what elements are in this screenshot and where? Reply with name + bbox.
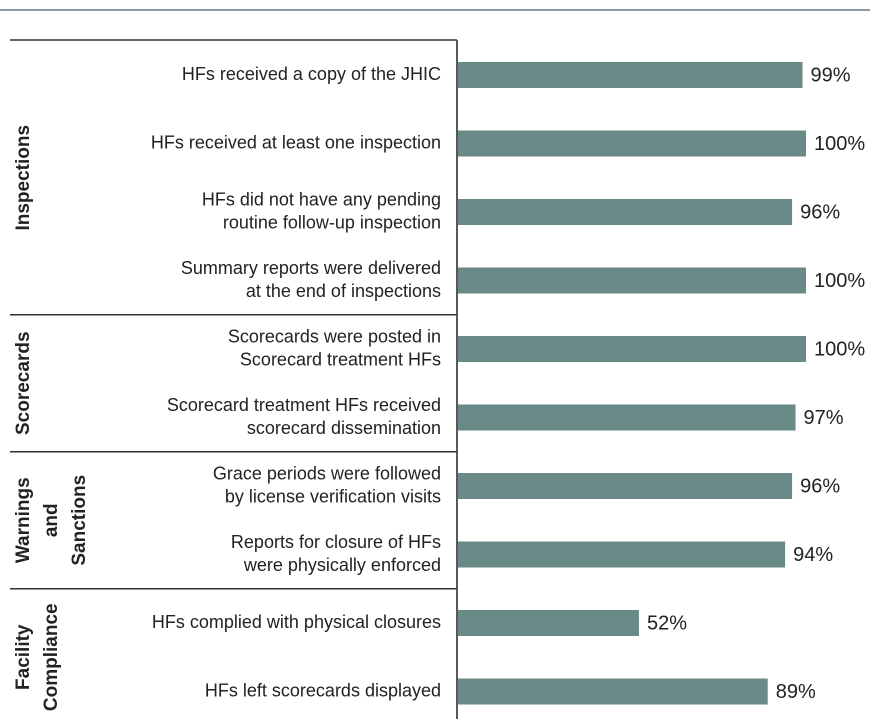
value-label: 100% (814, 133, 865, 155)
value-label: 100% (814, 338, 865, 360)
value-label: 94% (793, 544, 833, 566)
category-label: HFs received a copy of the JHIC (182, 64, 441, 84)
group-label: Warnings (13, 477, 34, 563)
bar (458, 473, 793, 499)
group-label: Sanctions (69, 475, 90, 566)
category-label: HFs did not have any pending (202, 189, 441, 209)
category-label: Summary reports were delivered (181, 258, 441, 278)
bar (458, 62, 803, 88)
bar (458, 678, 768, 705)
group-label: Facility (13, 624, 34, 690)
category-label: at the end of inspections (246, 281, 441, 301)
category-label: HFs left scorecards displayed (205, 680, 441, 700)
value-label: 99% (811, 64, 851, 86)
bar (458, 130, 806, 157)
category-label: routine follow-up inspection (223, 212, 441, 232)
value-label: 89% (776, 681, 816, 703)
bar (458, 610, 639, 636)
value-label: 96% (800, 475, 840, 497)
category-label: Scorecard treatment HFs (240, 349, 441, 369)
value-label: 52% (647, 612, 687, 634)
category-label: HFs complied with physical closures (152, 612, 441, 632)
category-label: were physically enforced (243, 555, 441, 575)
bar (458, 267, 806, 294)
bar (458, 404, 796, 431)
bar (458, 199, 793, 225)
value-label: 97% (804, 407, 844, 429)
category-label: Reports for closure of HFs (231, 532, 441, 552)
value-label: 100% (814, 270, 865, 292)
bar (458, 541, 786, 568)
group-label: Compliance (41, 603, 62, 711)
category-label: HFs received at least one inspection (151, 132, 441, 152)
category-label: Scorecard treatment HFs received (167, 395, 441, 415)
group-label: and (41, 503, 62, 537)
category-label: Scorecards were posted in (228, 326, 441, 346)
group-label: Inspections (13, 125, 34, 231)
bar (458, 336, 806, 362)
group-label: Scorecards (13, 331, 34, 435)
value-label: 96% (800, 201, 840, 223)
category-label: scorecard dissemination (247, 418, 441, 438)
category-label: Grace periods were followed (213, 463, 441, 483)
category-label: by license verification visits (225, 486, 441, 506)
